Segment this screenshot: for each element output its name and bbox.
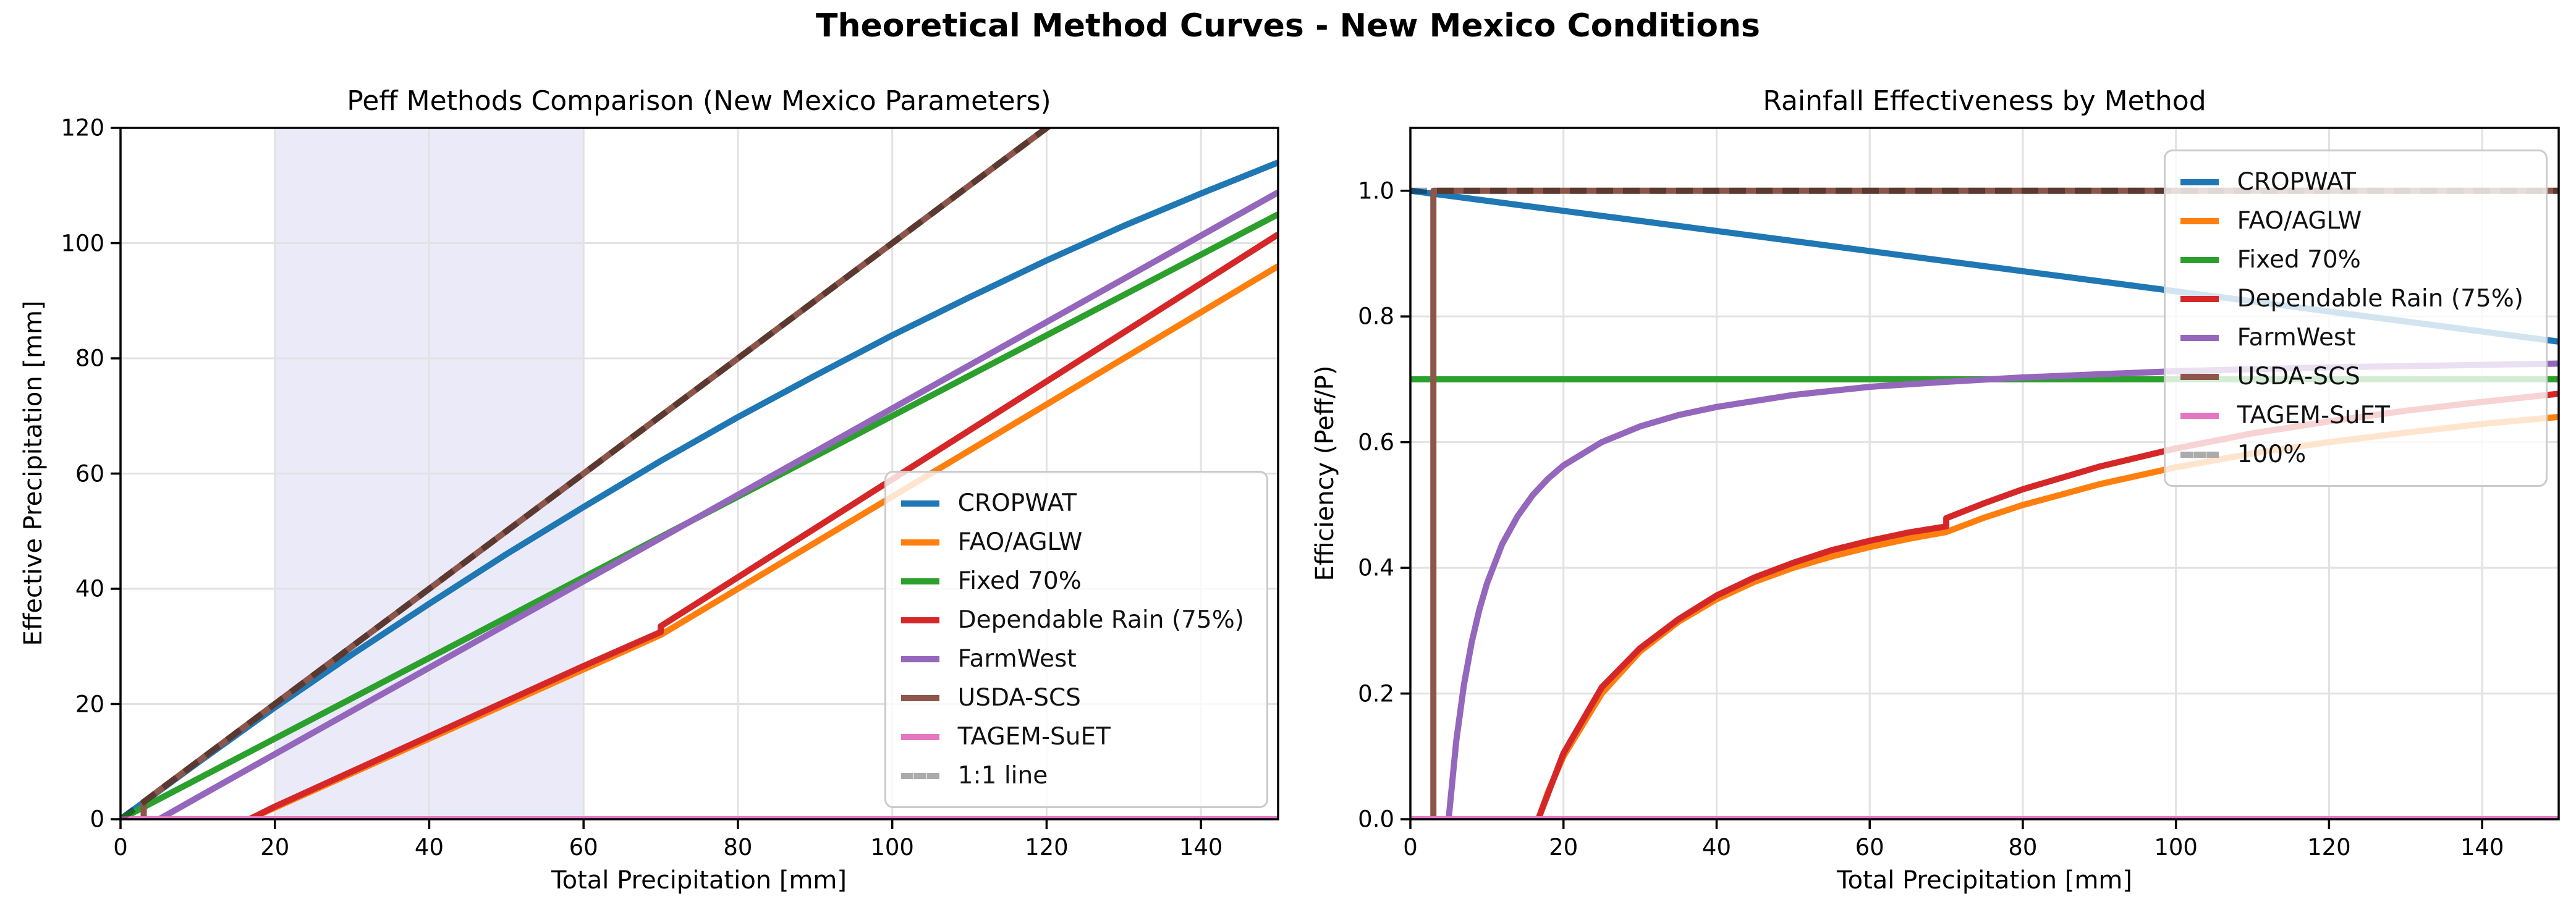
x-tick-label: 80: [723, 834, 753, 861]
legend-item-cropwat: CROPWAT: [2180, 162, 2523, 201]
legend-item-label: Dependable Rain (75%): [2237, 285, 2523, 313]
legend-item-farmwest: FarmWest: [2180, 318, 2523, 357]
x-tick-label: 40: [1701, 834, 1731, 861]
legend-item-farmwest: FarmWest: [900, 639, 1244, 678]
y-tick-label: 0.2: [1358, 680, 1394, 707]
legend-item-label: FarmWest: [2237, 324, 2356, 352]
legend-item-usda-scs: USDA-SCS: [900, 678, 1244, 717]
tick-marks: [1400, 189, 2483, 829]
legend-item-fao-aglw: FAO/AGLW: [900, 523, 1244, 562]
legend-line-sample: [900, 694, 939, 701]
legend-item-1-1-line: 1:1 line: [900, 756, 1244, 795]
x-tick-label: 20: [260, 834, 290, 861]
x-tick-label: 0: [113, 834, 128, 861]
legend-line-sample: [2180, 373, 2219, 380]
series-line-farmwest: [1445, 360, 2559, 819]
x-tick-label: 80: [2008, 834, 2038, 861]
series-line-usda-scs: [1410, 187, 2559, 819]
legend-item-label: CROPWAT: [2237, 168, 2357, 196]
legend-line-sample: [2180, 179, 2219, 185]
left-plot-legend: CROPWAT FAO/AGLW Fixed 70% Dependable Rain …: [884, 471, 1268, 808]
x-tick-label: 60: [569, 834, 598, 861]
left-plot-title: Peff Methods Comparison (New Mexico Para…: [347, 85, 1051, 117]
legend-item-fao-aglw: FAO/AGLW: [2180, 201, 2523, 240]
x-tick-label: 100: [2154, 834, 2198, 861]
legend-item-label: USDA-SCS: [957, 684, 1081, 712]
series-line-1-1-line: [121, 128, 1052, 819]
left-xaxis-label: Total Precipitation [mm]: [551, 866, 847, 895]
x-tick-label: 60: [1855, 834, 1884, 861]
series-line-usda-scs: [121, 128, 1052, 819]
legend-item-label: TAGEM-SuET: [2237, 402, 2390, 429]
legend-item-label: CROPWAT: [957, 489, 1077, 517]
legend-line-sample: [900, 578, 939, 584]
legend-item-label: TAGEM-SuET: [957, 723, 1111, 751]
y-tick-label: 40: [75, 575, 104, 602]
right-xaxis-label: Total Precipitation [mm]: [1836, 866, 2133, 895]
legend-item-label: 100%: [2237, 441, 2307, 468]
x-tick-label: 0: [1403, 834, 1418, 861]
legend-item-dependable-rain-75-: Dependable Rain (75%): [2180, 279, 2523, 318]
legend-item-label: Fixed 70%: [2237, 246, 2361, 274]
tick-marks: [111, 127, 1202, 829]
legend-item-label: FAO/AGLW: [957, 528, 1083, 556]
x-tick-label: 140: [1179, 834, 1223, 861]
y-tick-label: 60: [75, 460, 104, 487]
y-tick-label: 0.0: [1358, 806, 1394, 833]
legend-line-sample: [900, 772, 939, 779]
y-tick-label: 0.4: [1358, 554, 1394, 581]
legend-item-tagem-suet: TAGEM-SuET: [2180, 396, 2523, 435]
legend-item-label: FAO/AGLW: [2237, 207, 2362, 235]
x-tick-label: 120: [1025, 834, 1069, 861]
y-tick-label: 20: [75, 691, 104, 717]
legend-line-sample: [2180, 334, 2219, 341]
legend-item-usda-scs: USDA-SCS: [2180, 357, 2523, 396]
x-tick-label: 100: [870, 834, 914, 861]
legend-item-100-: 100%: [2180, 435, 2523, 474]
legend-item-label: FarmWest: [957, 645, 1077, 673]
legend-item-fixed-70-: Fixed 70%: [900, 562, 1244, 601]
y-tick-label: 100: [61, 230, 104, 256]
legend-line-sample: [900, 733, 939, 740]
legend-line-sample: [900, 656, 939, 662]
x-tick-label: 120: [2307, 834, 2351, 861]
legend-item-label: USDA-SCS: [2237, 363, 2360, 390]
legend-item-tagem-suet: TAGEM-SuET: [900, 717, 1244, 756]
right-plot-legend: CROPWAT FAO/AGLW Fixed 70% Dependable Rain …: [2163, 150, 2548, 487]
series-line-farmwest: [121, 190, 1278, 819]
x-tick-label: 20: [1549, 834, 1578, 861]
right-plot-title: Rainfall Effectiveness by Method: [1763, 85, 2206, 117]
y-tick-label: 0: [90, 806, 104, 833]
legend-line-sample: [2180, 451, 2219, 458]
legend-line-sample: [2180, 217, 2219, 224]
legend-line-sample: [900, 617, 939, 623]
figure-title: Theoretical Method Curves - New Mexico C…: [816, 7, 1760, 44]
axes-spines: [1409, 127, 2560, 820]
legend-line-sample: [2180, 295, 2219, 302]
legend-item-cropwat: CROPWAT: [900, 484, 1244, 523]
series-lines: [121, 128, 1278, 819]
legend-line-sample: [900, 539, 939, 546]
y-tick-label: 120: [61, 114, 104, 141]
legend-item-label: 1:1 line: [957, 762, 1048, 790]
legend-item-fixed-70-: Fixed 70%: [2180, 240, 2523, 279]
series-line-cropwat: [121, 159, 1278, 819]
legend-line-sample: [900, 500, 939, 507]
x-tick-label: 140: [2460, 834, 2504, 861]
legend-item-label: Dependable Rain (75%): [957, 606, 1244, 634]
y-tick-label: 0.6: [1358, 429, 1394, 456]
y-tick-label: 0.8: [1358, 303, 1394, 330]
y-tick-label: 1.0: [1358, 177, 1394, 205]
right-yaxis-label: Efficiency (Peff/P): [1311, 365, 1339, 581]
x-tick-label: 40: [414, 834, 444, 861]
legend-line-sample: [2180, 412, 2219, 419]
legend-line-sample: [2180, 256, 2219, 263]
legend-item-dependable-rain-75-: Dependable Rain (75%): [900, 601, 1244, 639]
legend-item-label: Fixed 70%: [957, 567, 1082, 595]
series-line-dependable-rain-75-: [121, 232, 1278, 819]
y-tick-label: 80: [75, 345, 104, 372]
